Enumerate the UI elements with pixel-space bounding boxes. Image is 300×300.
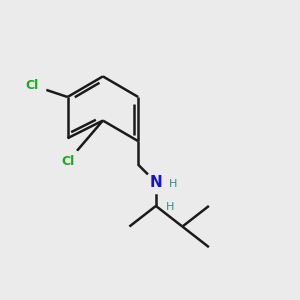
Text: Cl: Cl — [26, 79, 39, 92]
Text: N: N — [149, 175, 162, 190]
Text: H: H — [166, 202, 175, 212]
Text: Cl: Cl — [61, 155, 74, 168]
Text: H: H — [169, 179, 178, 189]
